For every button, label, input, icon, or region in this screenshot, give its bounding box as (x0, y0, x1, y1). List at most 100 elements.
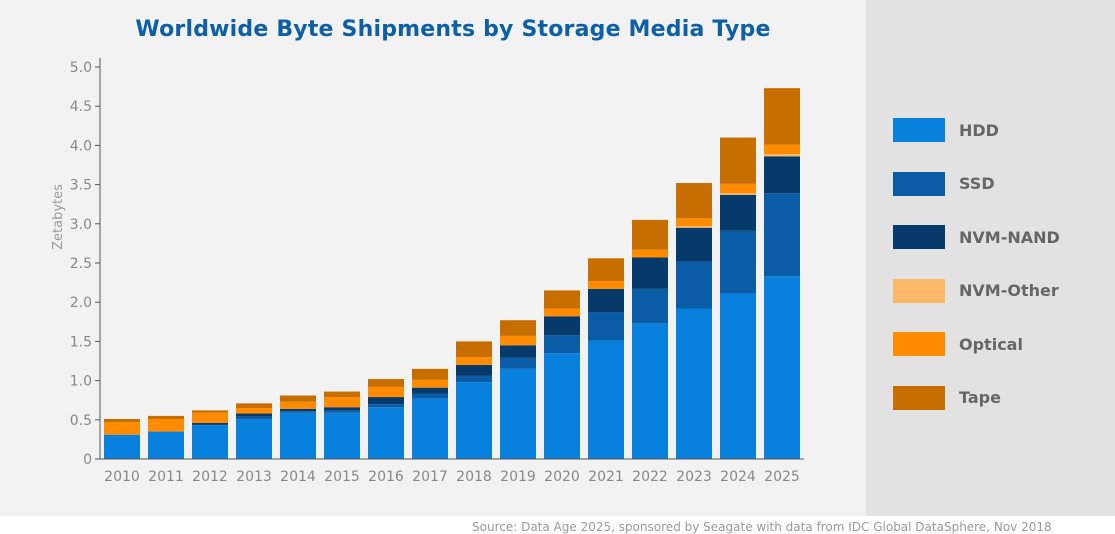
y-tick-label: 1.0 (70, 374, 92, 390)
bar-segment-tape-2019 (500, 320, 536, 336)
bar-segment-optical-2011 (148, 419, 184, 432)
x-tick-label: 2022 (632, 469, 668, 485)
legend-item-optical: Optical (893, 331, 1023, 357)
bar-segment-tape-2010 (104, 419, 140, 423)
bar-segment-ssd-2012 (192, 424, 228, 426)
x-tick-label: 2011 (148, 469, 184, 485)
y-tick-label: 2.5 (70, 256, 92, 272)
x-tick-label: 2014 (280, 469, 316, 485)
bar-segment-hdd-2023 (676, 308, 712, 459)
bar-segment-tape-2013 (236, 403, 272, 409)
bar-segment-ssd-2013 (236, 416, 272, 420)
bar-segment-hdd-2012 (192, 425, 228, 459)
bar-segment-tape-2012 (192, 410, 228, 413)
legend-swatch (893, 332, 945, 356)
bar-segment-nvm-other-2023 (676, 226, 712, 228)
y-tick-label: 3.0 (70, 217, 92, 233)
bar-segment-nvm-nand-2018 (456, 364, 492, 376)
bar-segment-tape-2025 (764, 88, 800, 145)
bar-segment-hdd-2022 (632, 323, 668, 459)
legend-label: NVM-Other (959, 281, 1059, 300)
source-note: Source: Data Age 2025, sponsored by Seag… (472, 520, 1052, 534)
x-tick-label: 2017 (412, 469, 448, 485)
legend-label: Optical (959, 334, 1023, 354)
bar-segment-ssd-2025 (764, 193, 800, 277)
bar-segment-hdd-2011 (148, 431, 184, 459)
y-tick-label: 0.5 (70, 413, 92, 429)
bar-segment-optical-2015 (324, 397, 360, 408)
x-tick-label: 2015 (324, 469, 360, 485)
bar-segment-optical-2010 (104, 422, 140, 435)
bar-segment-ssd-2016 (368, 404, 404, 408)
stacked-bar-chart: Zetabytes 0 0.5 1.0 1.5 2.0 2.5 3.0 3.5 4.0 4.5 5.… (51, 58, 804, 485)
y-tick-label: 0 (83, 452, 92, 468)
bar-segment-tape-2016 (368, 379, 404, 387)
y-tick-label: 5.0 (70, 60, 92, 76)
chart-title: Worldwide Byte Shipments by Storage Medi… (135, 17, 771, 42)
x-tick-label: 2021 (588, 469, 624, 485)
x-tick-label: 2019 (500, 469, 536, 485)
bar-segment-hdd-2020 (544, 353, 580, 459)
legend-swatch (893, 171, 945, 196)
legend-panel (866, 0, 1115, 516)
x-tick-label: 2024 (720, 469, 756, 485)
bar-segment-tape-2024 (720, 137, 756, 184)
bar-segment-nvm-nand-2025 (764, 156, 800, 194)
bar-segment-ssd-2018 (456, 375, 492, 383)
bar-segment-hdd-2018 (456, 382, 492, 459)
bar-segment-hdd-2024 (720, 293, 756, 459)
bar-segment-nvm-nand-2017 (412, 387, 448, 394)
bar-segment-nvm-nand-2019 (500, 345, 536, 358)
bar-segment-nvm-nand-2024 (720, 194, 756, 231)
bar-segment-hdd-2010 (104, 434, 140, 459)
legend-swatch (893, 278, 945, 303)
bar-segment-optical-2022 (632, 249, 668, 258)
x-tick-label: 2010 (104, 469, 140, 485)
bar-segment-optical-2018 (456, 357, 492, 365)
bar-segment-ssd-2024 (720, 230, 756, 294)
bar-segment-optical-2014 (280, 401, 316, 409)
bar-segment-optical-2019 (500, 335, 536, 346)
bar-segment-tape-2011 (148, 415, 184, 420)
bar-segment-optical-2021 (588, 281, 624, 289)
legend-swatch (893, 118, 945, 142)
bar-segment-tape-2020 (544, 290, 580, 309)
legend-label: NVM-NAND (959, 227, 1060, 247)
legend-swatch (893, 225, 945, 249)
bar-segment-ssd-2019 (500, 357, 536, 369)
bar-segment-tape-2014 (280, 395, 316, 402)
bar-segment-optical-2020 (544, 308, 580, 317)
bar-segment-hdd-2021 (588, 340, 624, 459)
y-axis-label: Zetabytes (51, 184, 66, 250)
bar-segment-tape-2017 (412, 368, 448, 380)
bar-segment-hdd-2013 (236, 419, 272, 459)
y-tick-label: 4.5 (70, 99, 92, 115)
bar-segment-optical-2016 (368, 386, 404, 398)
bar-segment-nvm-other-2025 (764, 154, 800, 157)
x-tick-label: 2012 (192, 469, 228, 485)
bar-segment-ssd-2020 (544, 335, 580, 354)
bar-segment-tape-2018 (456, 341, 492, 358)
legend-label: SSD (959, 174, 995, 193)
legend-item-tape: Tape (893, 385, 1001, 411)
legend-swatch (893, 385, 945, 410)
bar-segment-optical-2013 (236, 408, 272, 414)
bar-segment-nvm-nand-2013 (236, 413, 272, 417)
bar-segment-nvm-nand-2021 (588, 288, 624, 313)
bar-segment-ssd-2014 (280, 411, 316, 413)
legend-label: HDD (959, 120, 999, 140)
bar-segment-hdd-2025 (764, 276, 800, 459)
bar-segment-optical-2024 (720, 183, 756, 194)
x-tick-label: 2023 (676, 469, 712, 485)
x-tick-label: 2013 (236, 469, 272, 485)
bar-segment-ssd-2022 (632, 288, 668, 324)
x-tick-label: 2016 (368, 469, 404, 485)
y-tick-label: 1.5 (70, 334, 92, 350)
bar-segment-hdd-2014 (280, 412, 316, 459)
x-tick-label: 2025 (764, 469, 800, 485)
bar-segment-optical-2017 (412, 379, 448, 388)
legend-item-nvm-other: NVM-Other (893, 278, 1059, 304)
bar-segment-nvm-nand-2022 (632, 257, 668, 289)
bar-segment-tape-2023 (676, 183, 712, 219)
legend-item-ssd: SSD (893, 171, 995, 197)
